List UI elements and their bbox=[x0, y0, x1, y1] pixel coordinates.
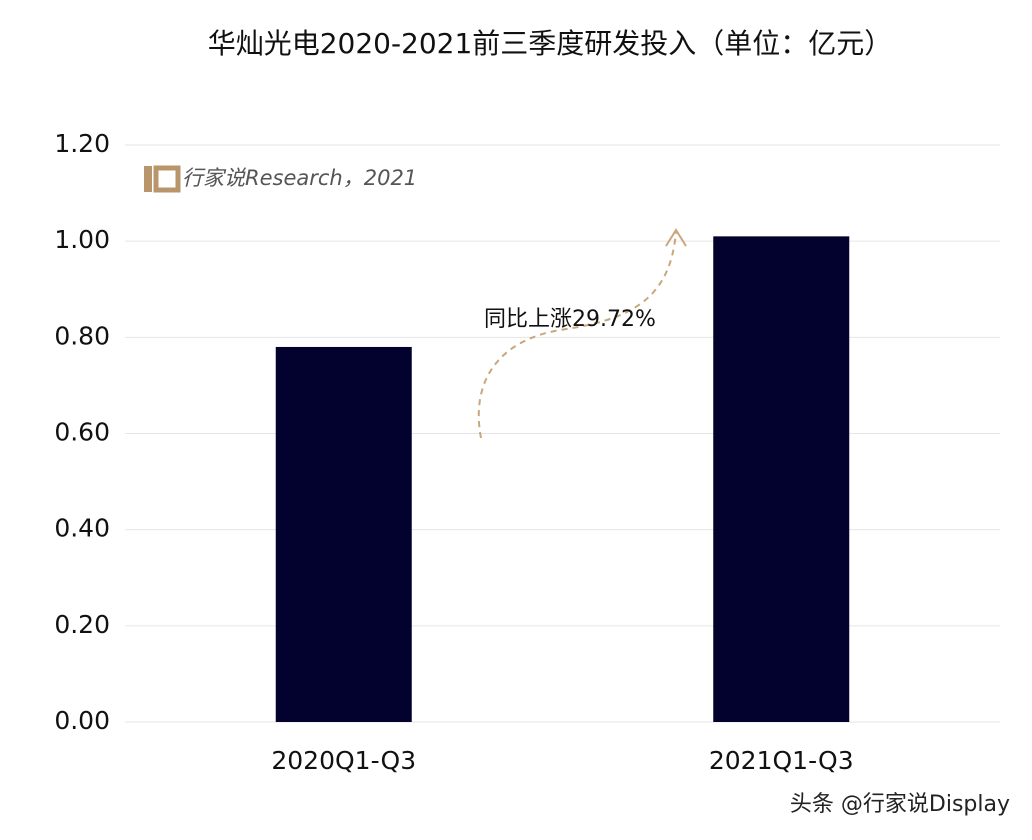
y-tick-label: 1.20 bbox=[54, 129, 110, 158]
source: 头条 @行家说Display bbox=[790, 792, 1010, 817]
y-tick-label: 0.80 bbox=[54, 321, 110, 350]
chart-title: 华灿光电2020-2021前三季度研发投入（单位：亿元） bbox=[208, 27, 893, 60]
y-tick-label: 0.40 bbox=[54, 514, 110, 543]
x-tick-label: 2020Q1-Q3 bbox=[271, 746, 416, 775]
trend-arrow bbox=[477, 231, 677, 439]
y-tick-label: 0.20 bbox=[54, 610, 110, 639]
arrow-head bbox=[665, 228, 687, 247]
bar bbox=[713, 236, 850, 722]
x-tick-label: 2021Q1-Q3 bbox=[709, 746, 854, 775]
watermark: 行家说Research，2021 bbox=[182, 166, 417, 190]
bar bbox=[275, 346, 412, 722]
annotation: 同比上涨29.72% bbox=[484, 307, 656, 332]
watermark-logo bbox=[144, 165, 181, 193]
y-tick-label: 0.00 bbox=[54, 706, 110, 735]
y-tick-label: 0.60 bbox=[54, 418, 110, 447]
y-tick-label: 1.00 bbox=[54, 225, 110, 254]
